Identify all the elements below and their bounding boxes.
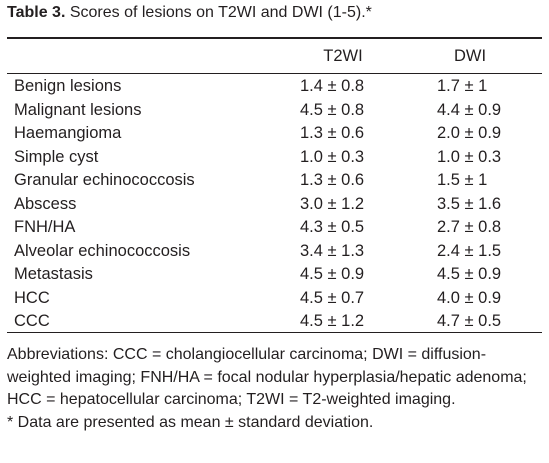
cell-value: 1.4 ± 0.8: [300, 77, 365, 95]
table-label: Table 3.: [7, 4, 66, 21]
cell-value: 4.5 ± 1.2: [300, 312, 365, 330]
top-rule: [7, 37, 542, 39]
cell-value: 1.0 ± 0.3: [437, 147, 502, 166]
row-label: Haemangioma: [14, 124, 122, 142]
cell-value: 4.5 ± 0.9: [437, 265, 502, 283]
cell-value: 1.7 ± 1: [437, 77, 488, 95]
row-label: FNH/HA: [14, 218, 76, 236]
row-label: Metastasis: [14, 265, 93, 283]
row-label: HCC: [14, 288, 50, 307]
row-label: CCC: [14, 312, 50, 330]
row-label: Alveolar echinococcosis: [14, 241, 191, 260]
cell-value: 4.5 ± 0.9: [300, 265, 365, 283]
cell-value: 2.4 ± 1.5: [437, 241, 502, 260]
table-title: Table 3. Scores of lesions on T2WI and D…: [7, 4, 372, 22]
cell-value: 3.0 ± 1.2: [300, 194, 365, 213]
column-header: DWI: [453, 47, 487, 65]
cell-value: 1.5 ± 1: [437, 171, 488, 189]
row-label: Abscess: [14, 194, 77, 213]
cell-value: 4.5 ± 0.8: [300, 100, 365, 119]
cell-value: 1.3 ± 0.6: [300, 124, 365, 142]
footnotes: Abbreviations: CCC = cholangiocellular c…: [7, 344, 544, 434]
row-label: Simple cyst: [14, 147, 99, 166]
cell-value: 2.7 ± 0.8: [437, 218, 502, 236]
footnote: * Data are presented as mean ± standard …: [7, 413, 374, 431]
row-label: Granular echinococcosis: [14, 171, 195, 189]
cell-value: 4.4 ± 0.9: [437, 100, 502, 119]
cell-value: 4.3 ± 0.5: [300, 218, 365, 236]
cell-value: 3.5 ± 1.6: [437, 194, 502, 213]
row-label: Benign lesions: [14, 77, 122, 95]
cell-value: 1.3 ± 0.6: [300, 171, 365, 189]
footnote: Abbreviations: CCC = cholangiocellular c…: [7, 346, 527, 408]
column-header: T2WI: [323, 47, 363, 65]
row-label: Malignant lesions: [14, 100, 142, 119]
cell-value: 4.7 ± 0.5: [437, 312, 502, 330]
cell-value: 1.0 ± 0.3: [300, 147, 365, 166]
cell-value: 3.4 ± 1.3: [300, 241, 365, 260]
cell-value: 2.0 ± 0.9: [437, 124, 502, 142]
cell-value: 4.5 ± 0.7: [300, 288, 365, 307]
header-rule: [7, 73, 542, 74]
cell-value: 4.0 ± 0.9: [437, 288, 502, 307]
bottom-rule: [7, 332, 542, 333]
table-caption: Scores of lesions on T2WI and DWI (1-5).…: [69, 4, 372, 21]
